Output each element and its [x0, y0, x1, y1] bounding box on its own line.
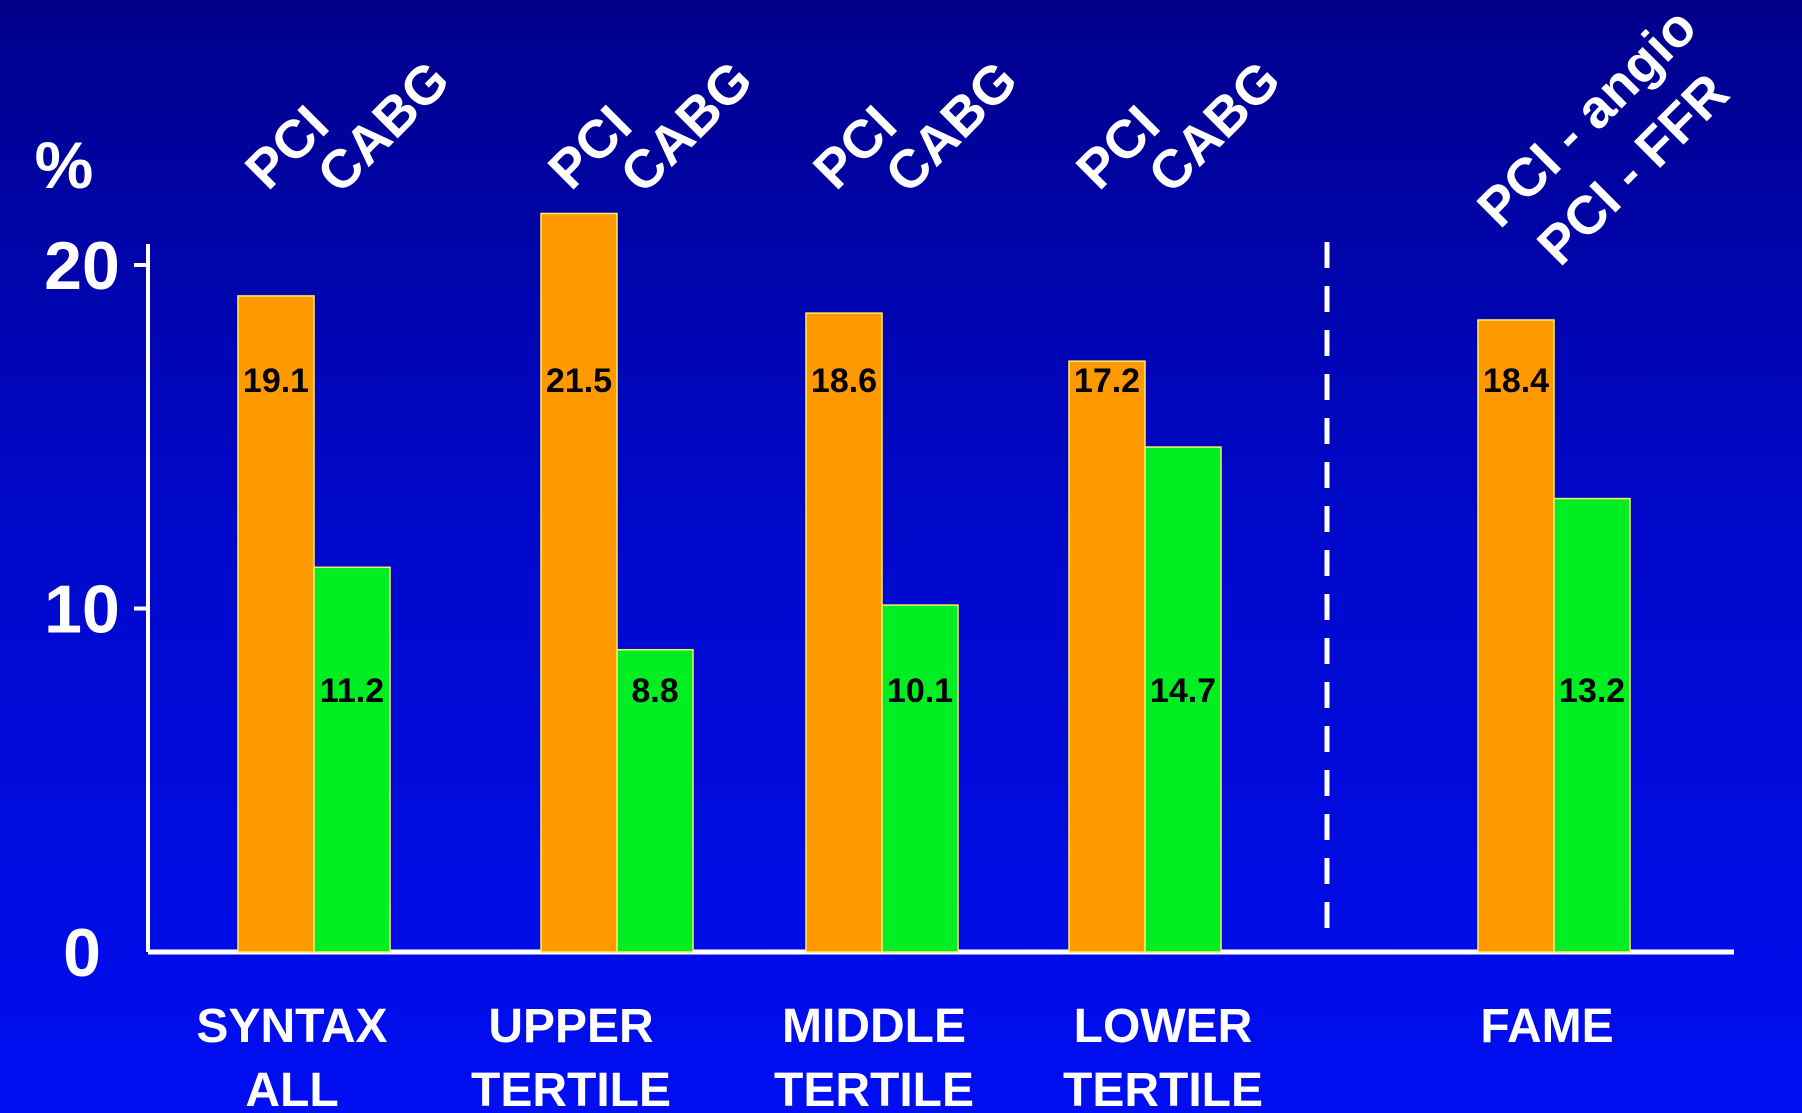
category-label: MIDDLE [782, 1000, 966, 1053]
category-label: TERTILE [774, 1064, 974, 1113]
bar-cabg [313, 566, 391, 953]
data-label: 13.2 [1559, 672, 1625, 710]
bar-cabg [616, 648, 694, 953]
data-label: 10.1 [887, 672, 953, 710]
data-label: 17.2 [1074, 362, 1140, 400]
bar-pci [1477, 319, 1555, 953]
category-label: TERTILE [1063, 1064, 1263, 1113]
bar-cabg [1144, 446, 1222, 953]
data-label: 8.8 [631, 672, 678, 710]
category-label: SYNTAX [196, 1000, 387, 1053]
category-label: ALL [245, 1064, 338, 1113]
y-axis-label: % [35, 128, 94, 202]
y-tick-label: 20 [44, 228, 120, 304]
data-label: 18.6 [811, 362, 877, 400]
y-tick-label: 10 [44, 572, 120, 648]
data-label: 14.7 [1150, 672, 1216, 710]
bar-cabg [1553, 497, 1631, 953]
bar-cabg [881, 604, 959, 953]
y-tick-label: 0 [63, 915, 101, 991]
bar-pci [805, 312, 883, 953]
category-label: LOWER [1074, 1000, 1253, 1053]
bar-pci [237, 295, 315, 953]
data-label: 11.2 [320, 672, 384, 710]
bar-pci [540, 212, 618, 953]
category-label: FAME [1480, 1000, 1613, 1053]
category-label: UPPER [488, 1000, 653, 1053]
data-label: 21.5 [546, 362, 612, 400]
data-label: 19.1 [243, 362, 309, 400]
data-label: 18.4 [1483, 362, 1549, 400]
bar-pci [1068, 360, 1146, 953]
bars [237, 212, 1631, 953]
category-label: TERTILE [471, 1064, 671, 1113]
